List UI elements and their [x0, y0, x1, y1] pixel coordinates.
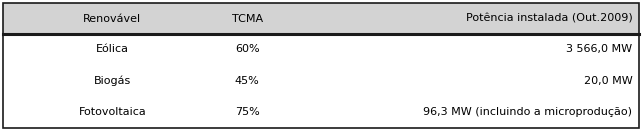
Text: Renovável: Renovável — [83, 13, 141, 24]
Bar — [3, 3, 639, 34]
Text: Potência instalada (Out.2009): Potência instalada (Out.2009) — [465, 13, 632, 24]
Bar — [3, 34, 639, 128]
Text: 60%: 60% — [235, 44, 259, 54]
Text: TCMA: TCMA — [232, 13, 263, 24]
Text: Eólica: Eólica — [96, 44, 129, 54]
Text: 3 566,0 MW: 3 566,0 MW — [566, 44, 632, 54]
Text: Fotovoltaica: Fotovoltaica — [78, 107, 146, 117]
Text: 45%: 45% — [235, 76, 259, 86]
Text: 96,3 MW (incluindo a microprodução): 96,3 MW (incluindo a microprodução) — [423, 107, 632, 117]
Text: Biogás: Biogás — [94, 75, 131, 86]
Text: 75%: 75% — [235, 107, 259, 117]
Text: 20,0 MW: 20,0 MW — [584, 76, 632, 86]
